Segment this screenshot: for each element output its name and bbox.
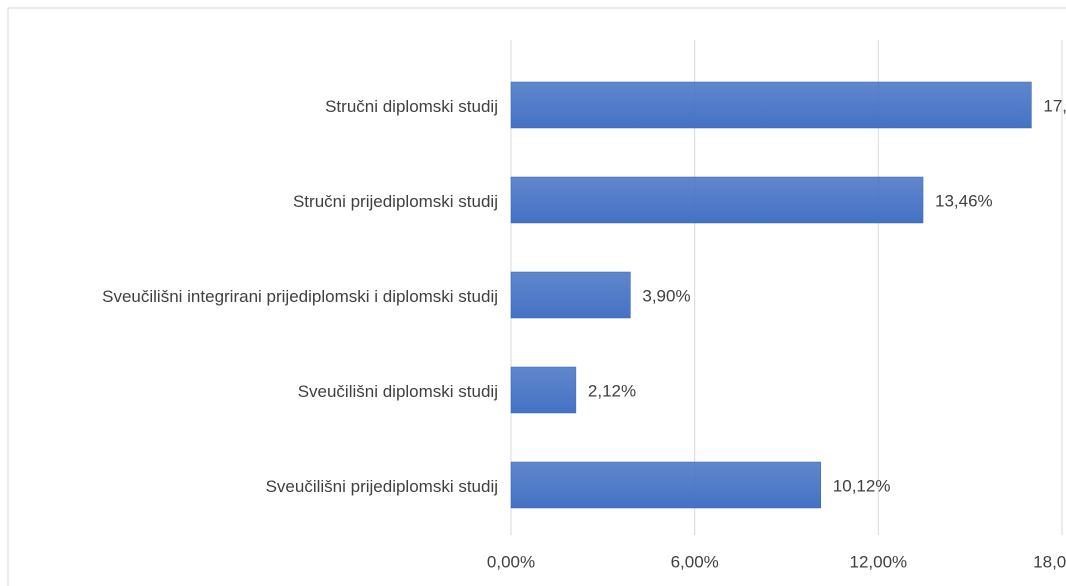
data-label: 17,00% bbox=[1043, 96, 1066, 115]
bar bbox=[510, 176, 924, 224]
x-tick-label: 0,00% bbox=[487, 552, 535, 571]
x-tick-label: 6,00% bbox=[671, 552, 719, 571]
y-tick-label: Stručni prijediplomski studij bbox=[292, 192, 498, 211]
bar bbox=[510, 271, 631, 319]
y-tick-label: Stručni diplomski studij bbox=[325, 97, 498, 116]
bar bbox=[510, 81, 1032, 129]
x-tick-label: 12,00% bbox=[849, 552, 907, 571]
data-label: 13,46% bbox=[935, 191, 993, 210]
y-tick-label: Sveučilišni integrirani prijediplomski i… bbox=[102, 287, 498, 306]
data-label: 10,12% bbox=[833, 476, 891, 495]
data-label: 3,90% bbox=[642, 286, 690, 305]
bar bbox=[510, 366, 577, 414]
y-tick-label: Sveučilišni prijediplomski studij bbox=[265, 477, 498, 496]
data-label: 2,12% bbox=[588, 381, 636, 400]
y-tick-label: Sveučilišni diplomski studij bbox=[297, 382, 498, 401]
bar bbox=[510, 461, 822, 509]
chart-border bbox=[7, 7, 1066, 586]
x-tick-label: 18,00% bbox=[1033, 552, 1066, 571]
